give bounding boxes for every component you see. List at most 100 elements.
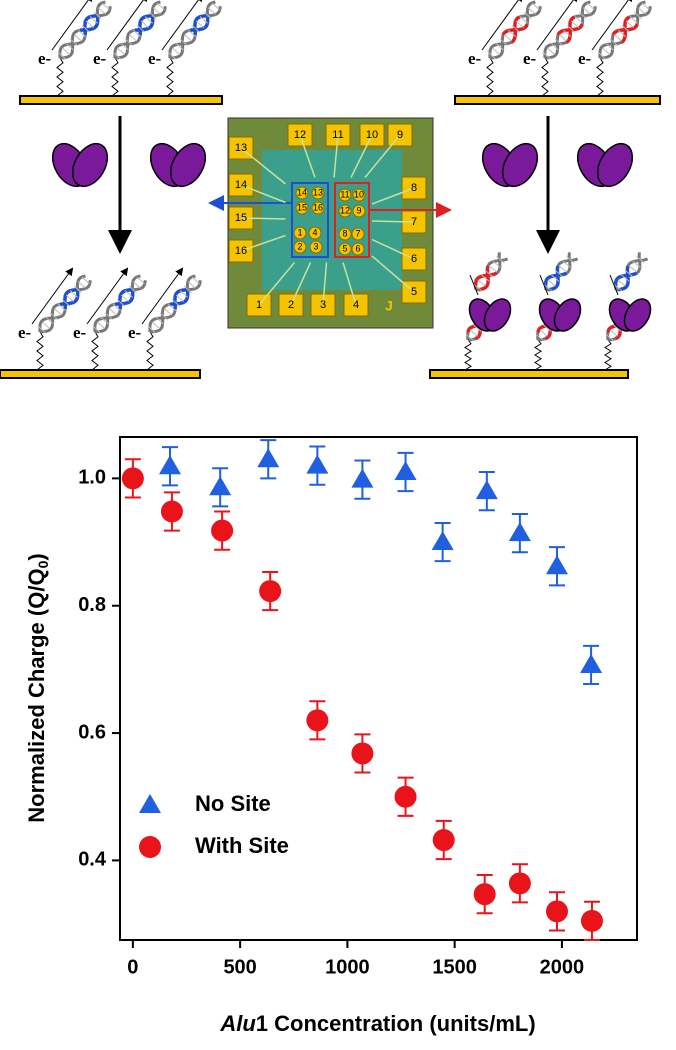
y-label-sub: 0: [35, 560, 51, 568]
dna-rung: [199, 16, 208, 24]
dna-rung: [128, 285, 137, 294]
chip-pad-label: 5: [411, 286, 417, 298]
dna: [57, 0, 112, 60]
dna: [613, 252, 649, 292]
dna: [147, 274, 202, 334]
dna-rung: [108, 308, 118, 316]
dna-rung: [61, 47, 71, 55]
linker: [91, 331, 99, 371]
dna-rung: [89, 16, 98, 24]
chip-pad-label: 12: [294, 129, 306, 141]
dna-highlight: [138, 14, 152, 35]
electron-label: e-: [468, 49, 482, 68]
chip-electrode: [352, 188, 366, 202]
linker: [146, 331, 154, 371]
electron-arrow: [31, 267, 74, 325]
cleave-arrow: [609, 274, 619, 296]
dna-rung: [179, 290, 188, 298]
electron-arrow: [536, 0, 579, 51]
chip-trace: [364, 134, 401, 178]
chip-mark: J: [385, 298, 393, 314]
dna-rung: [515, 20, 524, 29]
circle-marker: [160, 500, 183, 523]
circle-marker: [121, 467, 144, 490]
dna-rung: [151, 321, 161, 329]
dna: [597, 0, 652, 60]
circle-marker: [351, 742, 374, 765]
dna-rung: [73, 285, 82, 294]
chip-electrode: [338, 188, 352, 202]
triangle-marker: [508, 522, 531, 542]
linker: [36, 331, 44, 371]
x-tick-label: 1000: [325, 956, 370, 978]
dna: [92, 274, 147, 334]
electron-label: e-: [128, 323, 142, 342]
dna-highlight: [193, 14, 207, 35]
dna-highlight: [618, 265, 630, 292]
dna-rung: [156, 2, 165, 11]
cleave-arrow: [469, 274, 479, 296]
dna-rung: [477, 279, 486, 287]
chip-electrode: [293, 226, 307, 240]
chip-electrode-label: 15: [297, 202, 307, 212]
enzyme: [553, 298, 582, 332]
dna-rung: [597, 52, 607, 60]
dna-rung: [542, 52, 552, 60]
dna-highlight: [83, 14, 97, 35]
chip-electrode-label: 2: [297, 241, 302, 251]
dna-rung: [207, 7, 216, 15]
chip-trace: [371, 255, 415, 293]
dna-rung: [136, 276, 145, 285]
chip-electrode-label: 12: [340, 205, 350, 215]
dna-rung: [81, 276, 90, 285]
dna-rung: [116, 299, 125, 307]
triangle-marker: [351, 468, 374, 488]
dna-rung: [57, 303, 66, 312]
dna-rung: [171, 299, 180, 307]
dna-highlight: [63, 288, 77, 309]
linker: [596, 57, 604, 97]
dna-rung: [96, 321, 106, 329]
chip-trace: [240, 234, 286, 252]
linker: [604, 339, 612, 371]
chip-electrode-label: 6: [355, 243, 360, 253]
chip-trace: [240, 184, 286, 204]
dna: [473, 252, 509, 292]
circle-marker: [211, 519, 234, 542]
electron-arrow: [161, 0, 204, 51]
chip-electrode-label: 11: [340, 189, 349, 199]
dna-highlight: [548, 265, 560, 292]
dna-rung: [582, 7, 591, 15]
gold-electrode: [429, 369, 629, 379]
dna-rung: [101, 2, 110, 11]
dna-rung: [636, 256, 645, 264]
dna-rung: [621, 274, 630, 282]
dna-rung: [633, 11, 642, 20]
dna-rung: [605, 334, 615, 342]
dna-rung: [183, 285, 192, 294]
enzyme: [169, 142, 207, 188]
dna-rung: [104, 312, 114, 320]
dna-rung: [65, 294, 74, 303]
x-tick-label: 500: [223, 956, 256, 978]
dna-highlight: [473, 271, 498, 288]
dna-rung: [120, 294, 129, 303]
chip-trace: [342, 262, 357, 306]
dna-rung: [69, 290, 78, 298]
plot-area: [119, 436, 638, 941]
chip-electrode-label: 1: [297, 227, 302, 237]
chip-pad-label: 15: [235, 212, 247, 224]
triangle-marker: [475, 480, 498, 500]
dna-rung: [124, 290, 133, 298]
chip-trace: [240, 217, 286, 220]
circle-marker: [432, 829, 455, 852]
dna-highlight: [565, 15, 576, 44]
dna-rung: [617, 279, 626, 287]
dna-highlight: [613, 271, 638, 288]
dna-rung: [167, 52, 177, 60]
dna-rung: [558, 265, 568, 273]
dna-rung: [195, 20, 204, 29]
electron-arrow: [106, 0, 149, 51]
y-tick-label: 0.8: [78, 594, 106, 616]
